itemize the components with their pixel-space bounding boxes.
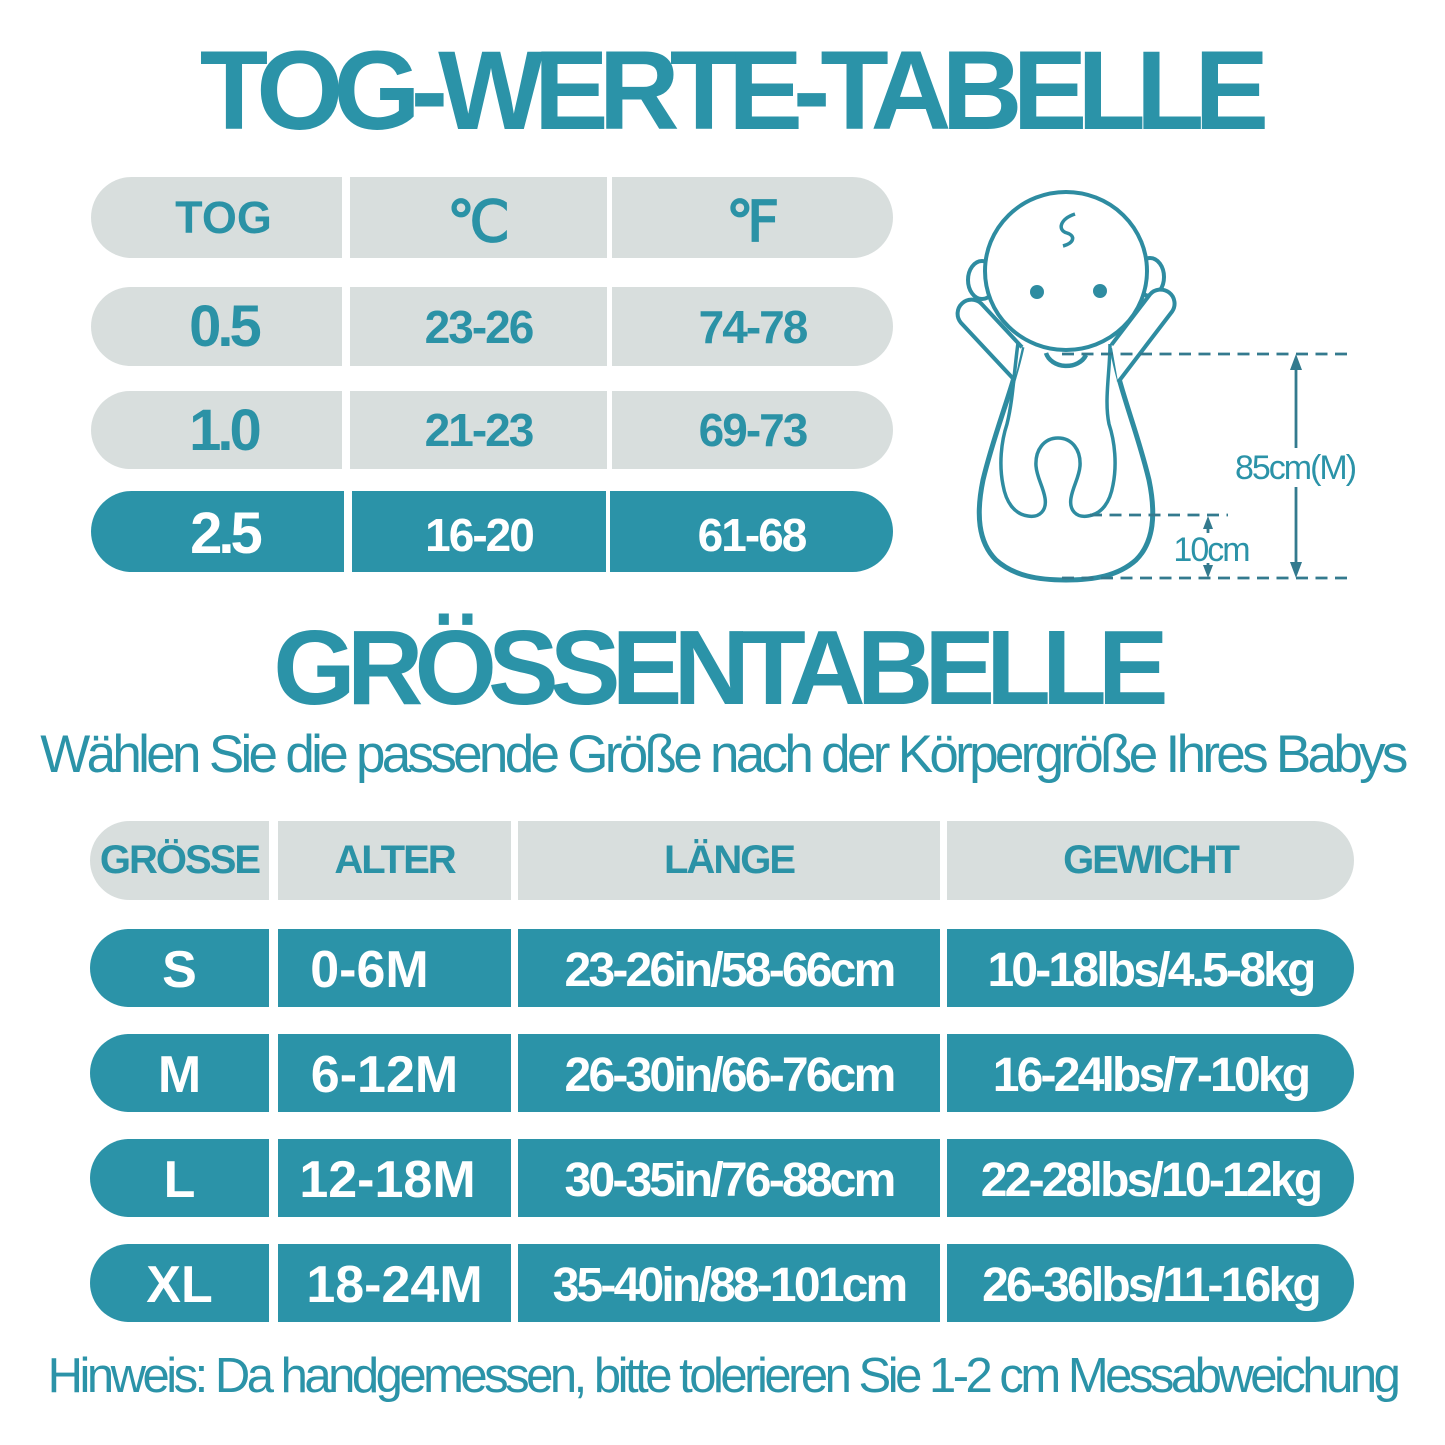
svg-text:85cm(M): 85cm(M) xyxy=(1235,449,1356,487)
svg-text:10cm: 10cm xyxy=(1173,531,1249,569)
